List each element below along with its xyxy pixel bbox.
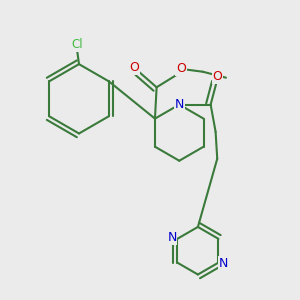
- Text: N: N: [175, 98, 184, 111]
- Text: Cl: Cl: [71, 38, 83, 52]
- Text: O: O: [176, 62, 186, 75]
- Text: N: N: [167, 231, 177, 244]
- Text: O: O: [129, 61, 139, 74]
- Text: N: N: [219, 257, 228, 270]
- Text: O: O: [213, 70, 223, 83]
